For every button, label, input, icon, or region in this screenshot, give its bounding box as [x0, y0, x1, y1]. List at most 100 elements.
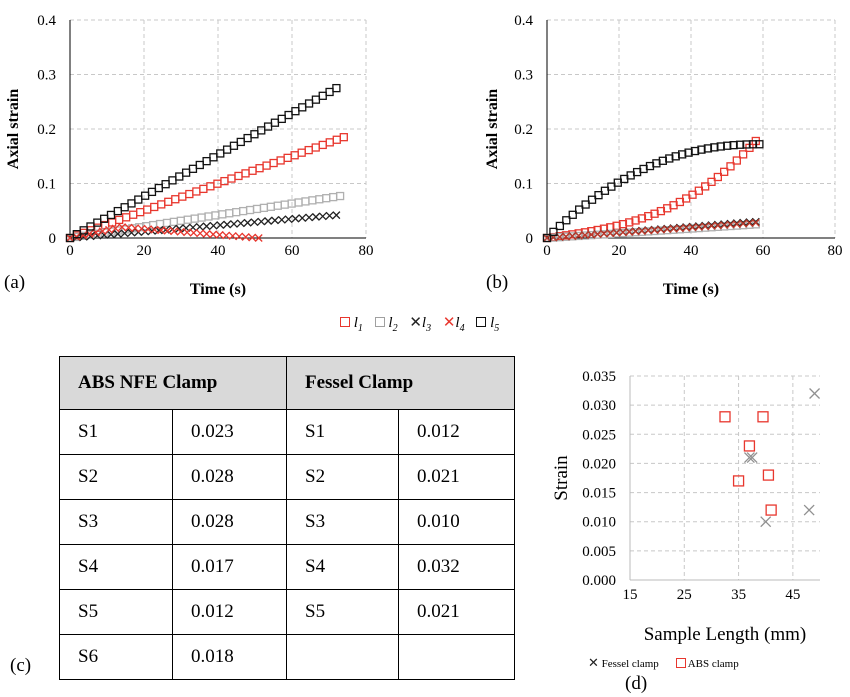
- marker-b-l3-stroke-b: [739, 218, 748, 227]
- marker-a-l5: [243, 133, 252, 143]
- marker-d-fessel-clamp: [743, 452, 755, 464]
- marker-b-l3: [745, 218, 754, 227]
- marker-a-l1: [157, 200, 166, 209]
- marker-b-l4-stroke-b: [612, 228, 621, 237]
- marker-b-l4: [751, 218, 760, 227]
- legend-l1-name: l: [353, 315, 358, 331]
- marker-b-l4-stroke-b: [644, 226, 653, 235]
- marker-a-l4-stroke-b: [72, 232, 81, 241]
- marker-a-l2: [273, 201, 282, 210]
- marker-b-l4-stroke-b: [568, 232, 577, 241]
- yaxis-label-b: Axial strain: [484, 89, 501, 170]
- marker-a-l4: [170, 227, 179, 236]
- marker-a-l1: [164, 197, 173, 206]
- marker-a-l4-stroke-b: [170, 227, 179, 236]
- legend-l5-sub: 5: [494, 323, 500, 334]
- marker-d-abs-clamp: [732, 475, 745, 487]
- table-header-row: ABS NFE Clamp Fessel Clamp: [59, 356, 515, 410]
- marker-a-l2: [232, 208, 241, 217]
- marker-a-l4-stroke-b: [157, 226, 166, 235]
- marker-b-l1: [701, 182, 710, 191]
- marker-b-l5: [587, 195, 597, 204]
- abs-sample-cell: S5: [59, 589, 173, 635]
- marker-b-l1: [637, 214, 647, 223]
- marker-a-l3-stroke-b: [270, 216, 279, 225]
- cross-red-icon: ✕: [442, 315, 456, 331]
- ytick-label-b: 0.1: [514, 177, 533, 193]
- table-row: S5 0.012 S5 0.021: [59, 589, 515, 635]
- marker-a-l4-stroke-b: [189, 228, 198, 237]
- marker-a-l4-stroke-b: [66, 234, 74, 242]
- marker-a-l3-stroke-b: [311, 212, 320, 221]
- marker-a-l5: [311, 95, 321, 104]
- marker-a-l4: [189, 228, 198, 237]
- legend-l4-name: l: [455, 315, 460, 331]
- marker-b-l5: [600, 186, 610, 195]
- marker-b-l5: [575, 205, 584, 214]
- marker-b-l3: [732, 219, 741, 228]
- marker-a-l5: [127, 199, 136, 208]
- marker-a-l3: [257, 217, 266, 226]
- marker-d-abs-clamp: [762, 469, 775, 481]
- marker-a-l5: [236, 137, 245, 147]
- marker-a-l3: [332, 211, 341, 220]
- marker-a-l4: [144, 225, 153, 234]
- marker-a-l3: [277, 215, 286, 224]
- marker-a-l3: [264, 217, 273, 225]
- marker-a-l4-stroke-b: [241, 233, 250, 241]
- marker-a-l4-stroke-b: [209, 230, 218, 239]
- marker-a-l5: [284, 110, 293, 120]
- marker-b-l2: [561, 232, 571, 241]
- marker-a-l1: [185, 189, 194, 199]
- marker-a-l4: [235, 232, 244, 241]
- marker-b-l4-stroke-b: [688, 223, 697, 232]
- ytick-label-a: 0.2: [37, 122, 56, 138]
- marker-a-l5: [270, 118, 280, 127]
- xtick-label-a: 0: [66, 243, 74, 259]
- marker-a-l4-stroke-b: [144, 225, 153, 234]
- square-red-icon: [675, 658, 686, 668]
- marker-a-l3: [120, 229, 129, 238]
- marker-a-l4-stroke-b: [176, 227, 185, 236]
- marker-b-l4-stroke-b: [593, 230, 602, 239]
- marker-b-l2: [650, 226, 659, 236]
- fessel-strain-cell: 0.021: [398, 589, 515, 635]
- ytick-label-d: 0.010: [582, 515, 616, 531]
- marker-b-l4: [688, 223, 697, 232]
- marker-d-fessel-clamp-stroke-b: [743, 452, 755, 464]
- legend-l3-sub: 3: [426, 323, 432, 334]
- marker-b-l4: [745, 219, 754, 228]
- marker-d-abs-clamp: [765, 504, 777, 516]
- abs-strain-cell: 0.028: [172, 454, 287, 500]
- marker-b-l2: [549, 233, 558, 242]
- marker-a-l3-stroke-b: [305, 213, 314, 222]
- marker-a-l4-stroke-b: [228, 231, 237, 240]
- marker-b-l4: [669, 224, 678, 233]
- marker-a-l1: [255, 164, 264, 173]
- marker-a-l4: [124, 223, 133, 232]
- marker-d-abs-clamp: [719, 411, 731, 423]
- marker-a-l3-stroke-b: [325, 211, 334, 220]
- marker-a-l2: [238, 206, 248, 216]
- marker-a-l5: [222, 145, 232, 154]
- marker-d-abs-clamp: [743, 440, 756, 452]
- marker-a-l3-stroke-b: [250, 218, 259, 227]
- legend-item-l5: l5: [476, 315, 499, 334]
- xtick-label-a: 60: [285, 243, 300, 259]
- marker-b-l4-stroke-b: [739, 219, 748, 228]
- marker-b-l1: [732, 156, 741, 165]
- clamp-strain-table: ABS NFE Clamp Fessel Clamp S1 0.023 S1 0.01…: [59, 356, 515, 680]
- table-row: S3 0.028 S3 0.010: [59, 499, 515, 545]
- marker-a-l3: [202, 222, 211, 231]
- marker-a-l3-stroke-b: [318, 212, 327, 221]
- marker-a-l2: [259, 203, 269, 213]
- marker-b-l2: [574, 231, 583, 241]
- marker-b-l4: [618, 228, 627, 237]
- legend-l2-sub: 2: [392, 323, 398, 334]
- marker-b-l1: [720, 167, 729, 176]
- table-row: S6 0.018: [59, 634, 515, 680]
- abs-strain-cell: 0.017: [172, 544, 287, 590]
- marker-a-l1: [332, 135, 341, 144]
- marker-a-l5: [332, 83, 341, 93]
- ytick-label-a: 0.4: [37, 13, 56, 29]
